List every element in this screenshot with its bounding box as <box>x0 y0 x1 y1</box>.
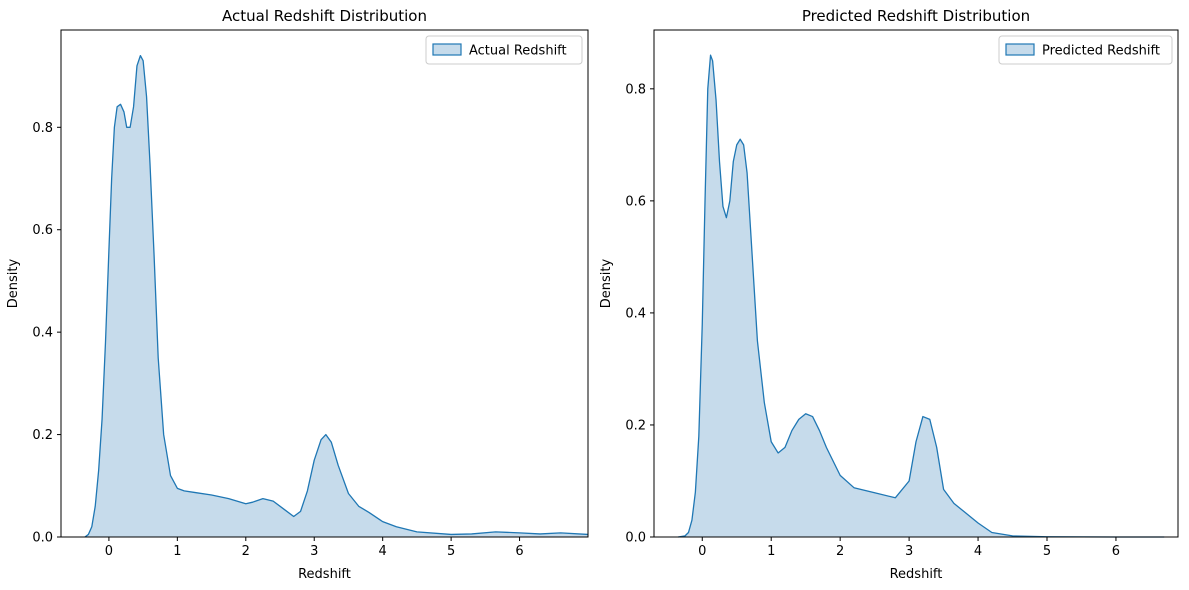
actual-chart-title: Actual Redshift Distribution <box>222 7 427 25</box>
x-tick-label: 2 <box>242 544 250 559</box>
y-tick-label: 0.4 <box>625 306 646 321</box>
x-tick-label: 6 <box>1112 544 1120 559</box>
actual-density-area <box>84 55 588 538</box>
predicted-legend-label: Predicted Redshift <box>1042 44 1160 59</box>
actual-legend-label: Actual Redshift <box>469 44 567 59</box>
y-tick-label: 0.8 <box>32 121 53 136</box>
predicted-density-area <box>678 55 1165 538</box>
x-tick-label: 3 <box>310 544 318 559</box>
actual-x-axis-label: Redshift <box>298 567 351 582</box>
actual-legend-box <box>425 35 583 65</box>
actual-axes-frame <box>60 29 589 538</box>
predicted-chart-title: Predicted Redshift Distribution <box>802 7 1030 25</box>
y-tick-label: 0.2 <box>32 428 53 443</box>
x-tick-label: 0 <box>698 544 706 559</box>
x-tick-label: 5 <box>1043 544 1051 559</box>
y-tick-label: 0.0 <box>625 531 646 546</box>
predicted-x-axis-label: Redshift <box>890 567 943 582</box>
x-tick-label: 1 <box>767 544 775 559</box>
x-tick-label: 4 <box>974 544 982 559</box>
y-tick-label: 0.6 <box>32 223 53 238</box>
x-tick-label: 2 <box>836 544 844 559</box>
predicted-legend-box <box>998 35 1173 65</box>
y-tick-label: 0.0 <box>32 531 53 546</box>
y-tick-label: 0.2 <box>625 418 646 433</box>
x-tick-label: 6 <box>515 544 523 559</box>
x-tick-label: 3 <box>905 544 913 559</box>
x-tick-label: 4 <box>379 544 387 559</box>
y-tick-label: 0.8 <box>625 82 646 97</box>
predicted-legend-swatch <box>1005 43 1035 56</box>
actual-density-line <box>84 54 589 538</box>
actual-legend-swatch <box>432 43 462 56</box>
predicted-density-line <box>678 54 1165 538</box>
predicted-y-axis-label: Density <box>599 258 614 308</box>
x-tick-label: 1 <box>173 544 181 559</box>
y-tick-label: 0.4 <box>32 326 53 341</box>
predicted-redshift-panel: 0 1 2 3 4 5 6 0.0 0.2 0.4 0.6 0.8 Predicted Redshift… <box>599 7 1179 582</box>
actual-y-axis-label: Density <box>6 258 21 308</box>
predicted-axes-frame <box>653 29 1179 538</box>
y-tick-label: 0.6 <box>625 194 646 209</box>
actual-redshift-panel: 0 1 2 3 4 5 6 0.0 0.2 0.4 0.6 0.8 Actual Redshift Di… <box>6 7 589 582</box>
x-tick-label: 5 <box>447 544 455 559</box>
x-tick-label: 0 <box>105 544 113 559</box>
